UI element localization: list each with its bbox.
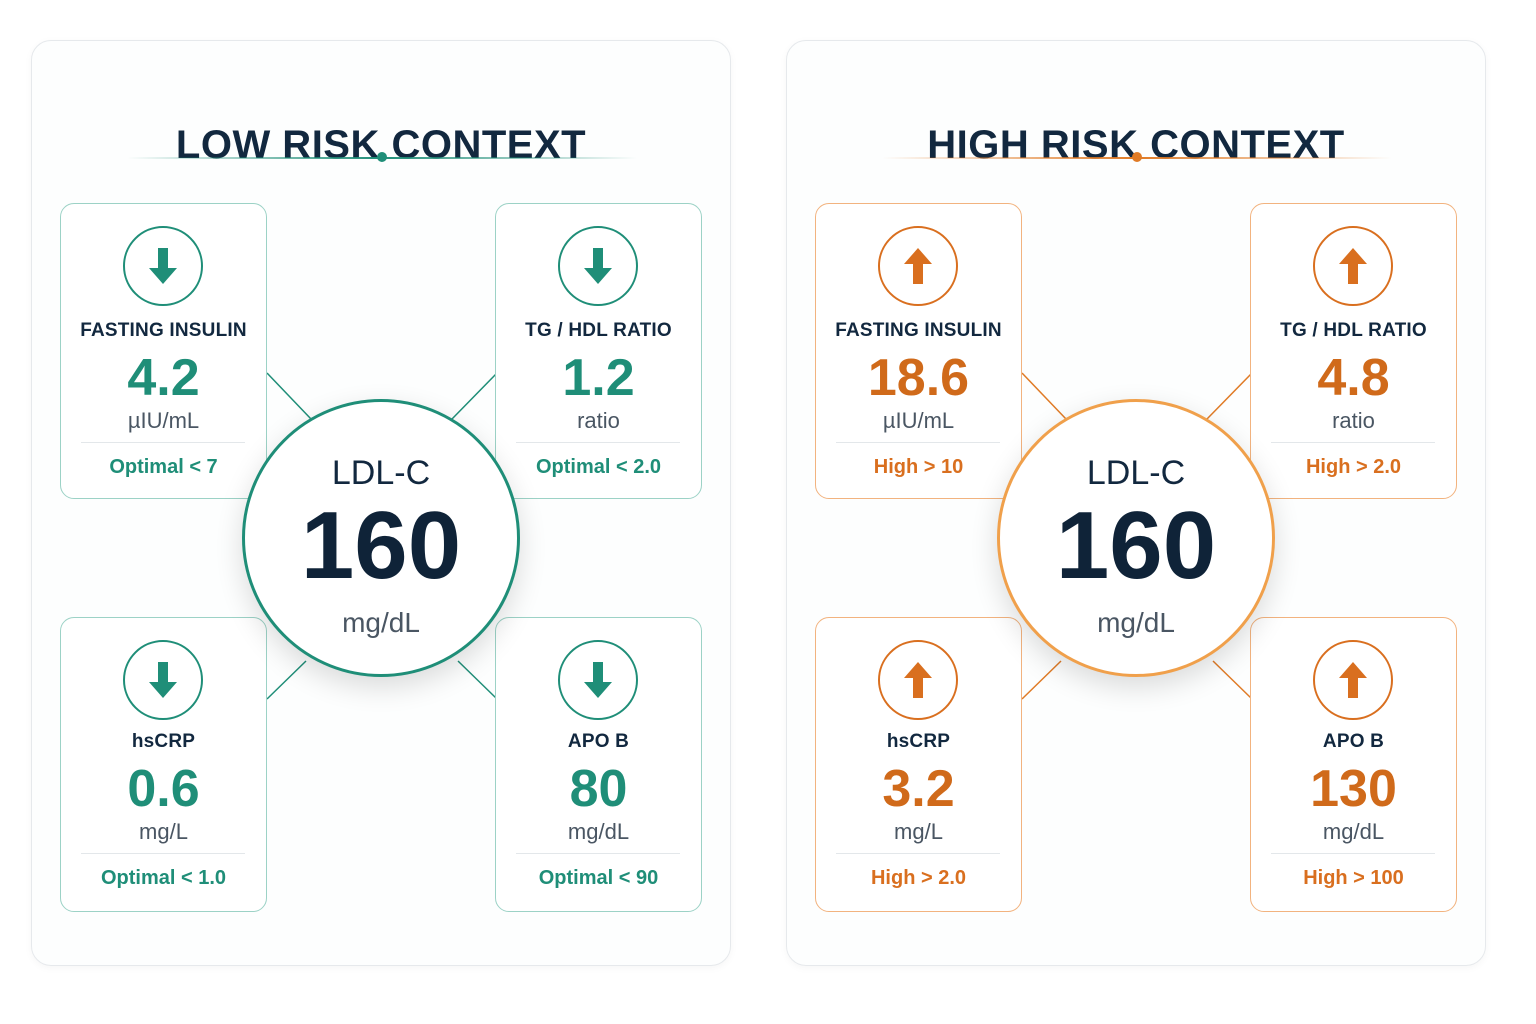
- marker-card-hscrp: hsCRP 0.6 mg/L Optimal < 1.0: [60, 617, 267, 912]
- center-label: LDL-C: [1086, 454, 1186, 492]
- center-value: 160: [300, 492, 462, 599]
- marker-unit: µIU/mL: [127, 408, 200, 433]
- marker-card-apo-b: APO B 80 mg/dL Optimal < 90: [495, 617, 702, 912]
- connector-line: [1021, 372, 1067, 420]
- marker-value: 1.2: [562, 349, 635, 407]
- card-divider: [1271, 442, 1435, 443]
- center-unit: mg/dL: [1097, 607, 1175, 638]
- marker-reference: High > 10: [873, 456, 964, 478]
- marker-unit: ratio: [577, 408, 620, 433]
- marker-reference: High > 100: [1303, 867, 1404, 889]
- ldl-c-center-circle: LDL-C 160 mg/dL: [997, 399, 1275, 677]
- card-divider: [81, 442, 245, 443]
- marker-reference: Optimal < 2.0: [535, 456, 662, 478]
- card-divider: [836, 853, 1000, 854]
- marker-value: 3.2: [882, 760, 955, 818]
- low-risk-panel: LOW RISK CONTEXT FASTING INSULIN 4.2 µIU…: [31, 40, 731, 966]
- divider-dot: [1132, 152, 1142, 162]
- marker-label: APO B: [1322, 731, 1385, 752]
- card-divider: [516, 853, 680, 854]
- high-risk-panel: HIGH RISK CONTEXT FASTING INSULIN 18.6 µ…: [786, 40, 1486, 966]
- marker-unit: µIU/mL: [882, 408, 955, 433]
- marker-reference: Optimal < 90: [538, 867, 659, 889]
- marker-unit: mg/L: [894, 819, 943, 844]
- marker-unit: mg/dL: [1322, 819, 1385, 844]
- marker-value: 4.2: [127, 349, 200, 407]
- card-divider: [836, 442, 1000, 443]
- marker-reference: Optimal < 1.0: [100, 867, 227, 889]
- connector-line: [1212, 660, 1253, 700]
- ldl-c-center-circle: LDL-C 160 mg/dL: [242, 399, 520, 677]
- card-divider: [1271, 853, 1435, 854]
- marker-reference: Optimal < 7: [109, 456, 218, 478]
- center-unit: mg/dL: [342, 607, 420, 638]
- marker-reference: High > 2.0: [1305, 456, 1402, 478]
- marker-value: 130: [1310, 760, 1397, 818]
- card-divider: [81, 853, 245, 854]
- arrow-down-icon: [123, 226, 203, 306]
- marker-card-tg-hdl-ratio: TG / HDL RATIO 4.8 ratio High > 2.0: [1250, 203, 1457, 499]
- arrow-down-icon: [558, 226, 638, 306]
- connector-line: [1021, 660, 1062, 700]
- marker-card-fasting-insulin: FASTING INSULIN 18.6 µIU/mL High > 10: [815, 203, 1022, 499]
- marker-label: FASTING INSULIN: [835, 320, 1002, 341]
- marker-card-tg-hdl-ratio: TG / HDL RATIO 1.2 ratio Optimal < 2.0: [495, 203, 702, 499]
- marker-value: 18.6: [867, 349, 970, 407]
- marker-label: APO B: [567, 731, 630, 752]
- connector-line: [266, 372, 312, 420]
- connector-line: [266, 660, 307, 700]
- marker-card-fasting-insulin: FASTING INSULIN 4.2 µIU/mL Optimal < 7: [60, 203, 267, 499]
- marker-label: hsCRP: [131, 731, 196, 752]
- marker-value: 80: [569, 760, 628, 818]
- marker-label: TG / HDL RATIO: [1280, 320, 1427, 341]
- marker-card-hscrp: hsCRP 3.2 mg/L High > 2.0: [815, 617, 1022, 912]
- marker-unit: mg/L: [139, 819, 188, 844]
- marker-unit: ratio: [1332, 408, 1375, 433]
- marker-card-apo-b: APO B 130 mg/dL High > 100: [1250, 617, 1457, 912]
- connector-lines: [266, 372, 498, 700]
- connector-line: [451, 372, 498, 420]
- arrow-up-icon: [878, 640, 958, 720]
- card-divider: [516, 442, 680, 443]
- marker-label: FASTING INSULIN: [80, 320, 247, 341]
- marker-unit: mg/dL: [567, 819, 630, 844]
- arrow-down-icon: [123, 640, 203, 720]
- divider-dot: [377, 152, 387, 162]
- marker-value: 0.6: [127, 760, 200, 818]
- marker-label: TG / HDL RATIO: [525, 320, 672, 341]
- arrow-up-icon: [878, 226, 958, 306]
- center-value: 160: [1055, 492, 1217, 599]
- arrow-up-icon: [1313, 226, 1393, 306]
- connector-line: [1206, 372, 1253, 420]
- marker-value: 4.8: [1317, 349, 1390, 407]
- marker-label: hsCRP: [886, 731, 951, 752]
- center-label: LDL-C: [331, 454, 431, 492]
- connector-lines: [1021, 372, 1253, 700]
- arrow-up-icon: [1313, 640, 1393, 720]
- connector-line: [457, 660, 498, 700]
- arrow-down-icon: [558, 640, 638, 720]
- marker-reference: High > 2.0: [870, 867, 967, 889]
